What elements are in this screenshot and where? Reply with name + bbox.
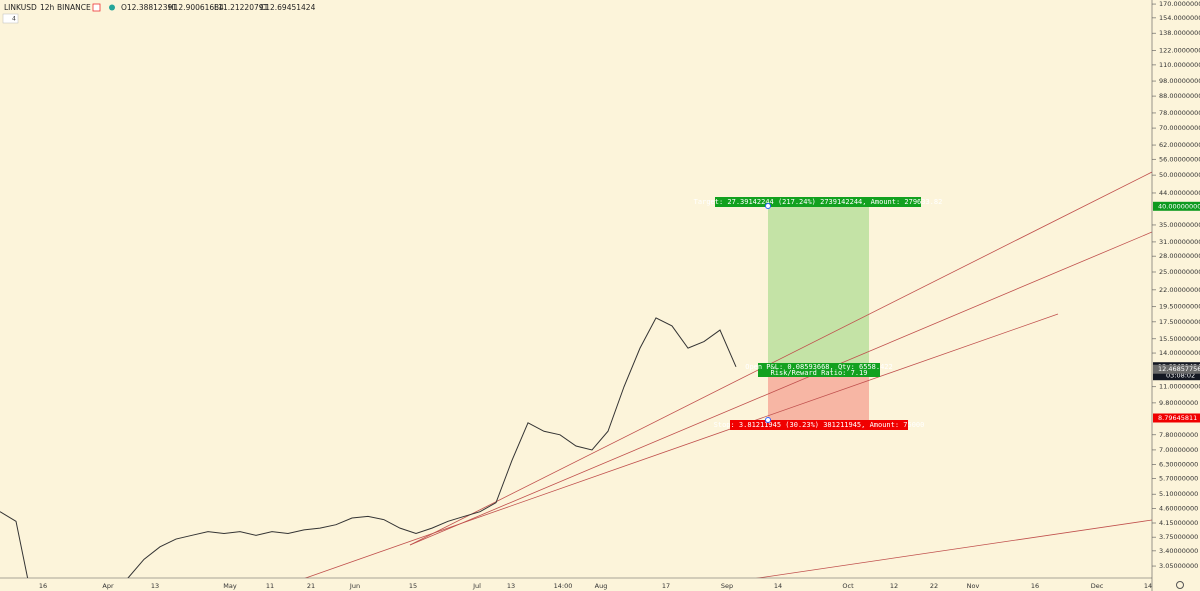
y-tick-label: 19.50000000 xyxy=(1159,303,1200,311)
x-tick-label: 14 xyxy=(1144,582,1152,590)
y-tick-label: 170.00000000 xyxy=(1159,0,1200,8)
y-tick-label: 28.00000000 xyxy=(1159,252,1200,260)
x-tick-label: 15 xyxy=(409,582,417,590)
x-tick-label: 16 xyxy=(1031,582,1039,590)
y-tick-label: 9.80000000 xyxy=(1159,399,1198,407)
y-tick-label: 7.00000000 xyxy=(1159,446,1198,454)
price-label-box xyxy=(1153,201,1200,211)
x-tick-label: Nov xyxy=(967,582,980,590)
x-tick-label: 14 xyxy=(774,582,782,590)
y-tick-label: 15.50000000 xyxy=(1159,335,1200,343)
x-tick-label: 16 xyxy=(39,582,47,590)
ohlc-close: C12.69451424 xyxy=(260,3,316,12)
trend-lines xyxy=(304,171,1152,578)
y-tick-label: 11.00000000 xyxy=(1159,383,1200,391)
y-tick-label: 3.05000000 xyxy=(1159,562,1198,570)
x-tick-label: 12 xyxy=(890,582,898,590)
y-tick-label: 5.10000000 xyxy=(1159,490,1198,498)
x-tick-label: Dec xyxy=(1091,582,1104,590)
y-tick-label: 5.70000000 xyxy=(1159,475,1198,483)
open-pnl: Open P&L: 0.08593668, Qty: 6558.422 xyxy=(745,363,893,371)
y-tick-label: 7.80000000 xyxy=(1159,431,1198,439)
stop-label: Stop: 3.81211945 (30.23%) 381211945, Amo… xyxy=(714,421,925,429)
handle[interactable] xyxy=(765,417,771,423)
y-tick-label: 122.00000000 xyxy=(1159,46,1200,54)
target-label: Target: 27.39142244 (217.24%) 2739142244… xyxy=(694,198,943,206)
ohlc-high: H12.90061684 xyxy=(168,3,224,12)
flag-icon[interactable] xyxy=(92,3,101,12)
handle[interactable] xyxy=(765,203,771,209)
x-tick-label: Oct xyxy=(842,582,854,590)
price-area xyxy=(0,317,737,578)
trend-line xyxy=(304,313,1059,578)
symbol: LINKUSD xyxy=(4,3,37,12)
risk-reward: Risk/Reward Ratio: 7.19 xyxy=(771,369,868,377)
price-label: 40.00000000 xyxy=(1158,202,1200,210)
y-tick-label: 17.50000000 xyxy=(1159,318,1200,326)
price-label: 8.79645811 xyxy=(1158,414,1197,422)
y-tick-label: 3.75000000 xyxy=(1159,533,1198,541)
status-dot xyxy=(109,4,115,11)
y-tick-label: 98.00000000 xyxy=(1159,77,1200,85)
x-tick-label: 13 xyxy=(507,582,515,590)
trend-line xyxy=(409,171,1152,546)
x-tick-label: 17 xyxy=(662,582,670,590)
x-tick-label: 13 xyxy=(151,582,159,590)
y-tick-label: 14.00000000 xyxy=(1159,349,1200,357)
target-zone xyxy=(768,206,869,368)
y-tick-label: 78.00000000 xyxy=(1159,109,1200,117)
y-tick-label: 6.30000000 xyxy=(1159,461,1198,469)
y-tick-label: 88.00000000 xyxy=(1159,92,1200,100)
target-label-box xyxy=(715,197,921,207)
exchange: BINANCE xyxy=(57,3,91,12)
trend-line xyxy=(755,519,1152,578)
y-tick-label: 35.00000000 xyxy=(1159,221,1200,229)
x-tick-label: May xyxy=(223,582,237,590)
x-tick-label: Jun xyxy=(349,582,360,590)
y-tick-label: 62.00000000 xyxy=(1159,141,1200,149)
ohlc-open: O12.38812391 xyxy=(121,3,177,12)
time-axis: 16 Apr 13 May 11 21 Jun 15 Jul 13 14:00 Aug 17 Sep 14 O… xyxy=(39,582,1152,590)
x-tick-label: 14:00 xyxy=(554,582,573,590)
pnl-box xyxy=(758,363,880,377)
trend-line xyxy=(409,231,1152,546)
countdown-box xyxy=(1153,371,1200,381)
price-label-box xyxy=(1153,413,1200,423)
indicator-toggle[interactable] xyxy=(2,13,19,24)
y-tick-label: 3.40000000 xyxy=(1159,547,1198,555)
price-line xyxy=(0,317,737,578)
y-tick-label: 4.60000000 xyxy=(1159,505,1198,513)
y-tick-label: 44.00000000 xyxy=(1159,189,1200,197)
x-tick-label: Aug xyxy=(595,582,608,590)
y-tick-label: 31.00000000 xyxy=(1159,238,1200,246)
x-tick-label: 22 xyxy=(930,582,938,590)
x-tick-label: Jul xyxy=(472,582,481,590)
y-tick-label: 110.00000000 xyxy=(1159,61,1200,69)
ohlc-low: L11.21220791 xyxy=(214,3,269,12)
y-tick-label: 25.00000000 xyxy=(1159,268,1200,276)
y-tick-label: 50.00000000 xyxy=(1159,171,1200,179)
y-tick-label: 4.15000000 xyxy=(1159,519,1198,527)
interval: 12h xyxy=(40,3,55,12)
settings-icon[interactable] xyxy=(1176,581,1184,589)
indicator-count: 4 xyxy=(12,16,16,23)
x-tick-label: Sep xyxy=(721,582,733,590)
y-tick-label: 70.00000000 xyxy=(1159,124,1200,132)
stop-label-box xyxy=(730,420,908,430)
y-tick-label: 138.00000000 xyxy=(1159,29,1200,37)
y-tick-label: 154.00000000 xyxy=(1159,14,1200,22)
price-axis: 170.00000000 154.00000000 138.00000000 122.… xyxy=(1152,0,1200,570)
y-tick-label: 56.00000000 xyxy=(1159,155,1200,163)
countdown: 03:08:02 xyxy=(1166,372,1195,380)
y-tick-label: 22.00000000 xyxy=(1159,286,1200,294)
price-label-box xyxy=(1153,364,1200,374)
x-tick-label: Apr xyxy=(102,582,114,590)
x-tick-label: 11 xyxy=(266,582,274,590)
x-tick-label: 21 xyxy=(307,582,315,590)
price-label: 12.46857756 xyxy=(1158,365,1200,373)
